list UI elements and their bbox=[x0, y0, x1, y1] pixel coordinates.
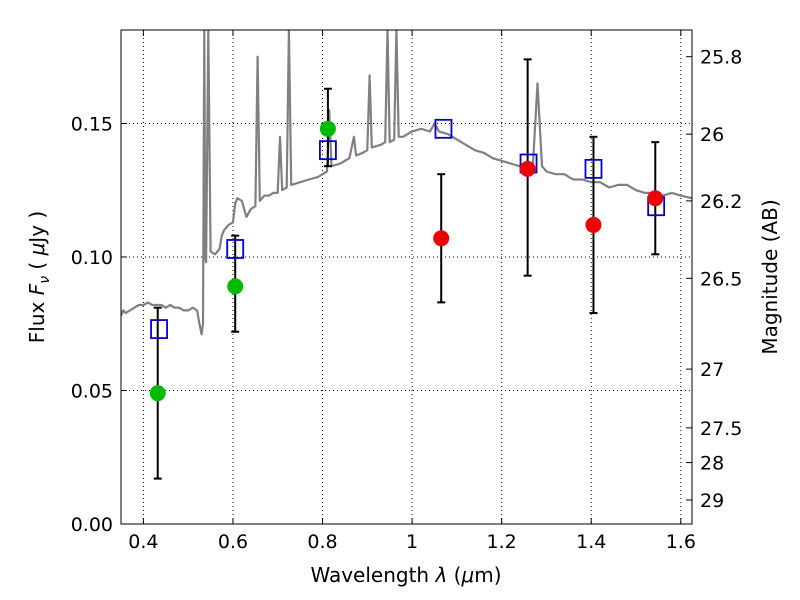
model-photometry-square bbox=[319, 140, 337, 161]
observed-point-red bbox=[647, 190, 664, 207]
y-axis-label: Flux Fν ( μJy ) bbox=[25, 211, 53, 343]
right-tick-label: 28 bbox=[700, 453, 724, 475]
observed-point-red bbox=[519, 160, 536, 177]
y-tick-label: 0.10 bbox=[71, 247, 113, 269]
spectrum-layer bbox=[121, 30, 692, 336]
tick-layer: 0.4 0.6 0.8 1 1.2 1.4 1.6 0.00 0.05 0.10 0.15 25.8 2… bbox=[71, 30, 742, 553]
y-tick-label: 0.00 bbox=[71, 514, 113, 536]
right-tick-label: 26.2 bbox=[700, 191, 742, 213]
y-tick-label: 0.15 bbox=[71, 113, 113, 135]
model-photometry-square bbox=[226, 239, 245, 259]
errorbar-layer bbox=[153, 58, 660, 480]
x-tick-label: 1 bbox=[406, 531, 418, 553]
observed-points-layer bbox=[149, 120, 664, 402]
right-tick-label: 26 bbox=[700, 124, 724, 146]
right-tick-label: 25.8 bbox=[700, 47, 742, 69]
x-axis-label: Wavelength λ (μm) bbox=[310, 563, 501, 587]
x-tick-label: 0.6 bbox=[218, 531, 248, 553]
plot-frame bbox=[120, 29, 693, 525]
model-photometry-square bbox=[150, 319, 168, 339]
observed-point-red bbox=[433, 230, 450, 247]
model-photometry-square bbox=[434, 118, 453, 139]
observed-point-green bbox=[319, 120, 336, 137]
x-tick-label: 1.6 bbox=[666, 531, 696, 553]
right-axis-label: Magnitude (AB) bbox=[758, 199, 782, 354]
x-tick-label: 1.4 bbox=[576, 531, 606, 553]
observed-point-red bbox=[585, 216, 602, 233]
right-tick-label: 26.5 bbox=[700, 268, 742, 290]
model-photometry-layer bbox=[150, 118, 666, 339]
x-tick-label: 0.8 bbox=[307, 531, 337, 553]
x-tick-label: 1.2 bbox=[487, 531, 517, 553]
model-spectrum-line bbox=[121, 30, 692, 336]
observed-point-green bbox=[149, 385, 166, 402]
y-tick-label: 0.05 bbox=[71, 380, 113, 402]
model-photometry-square bbox=[584, 158, 603, 179]
right-tick-label: 29 bbox=[700, 490, 724, 512]
right-tick-label: 27 bbox=[700, 359, 724, 381]
right-tick-label: 27.5 bbox=[700, 418, 742, 440]
x-tick-label: 0.4 bbox=[128, 531, 158, 553]
observed-point-green bbox=[227, 278, 244, 295]
